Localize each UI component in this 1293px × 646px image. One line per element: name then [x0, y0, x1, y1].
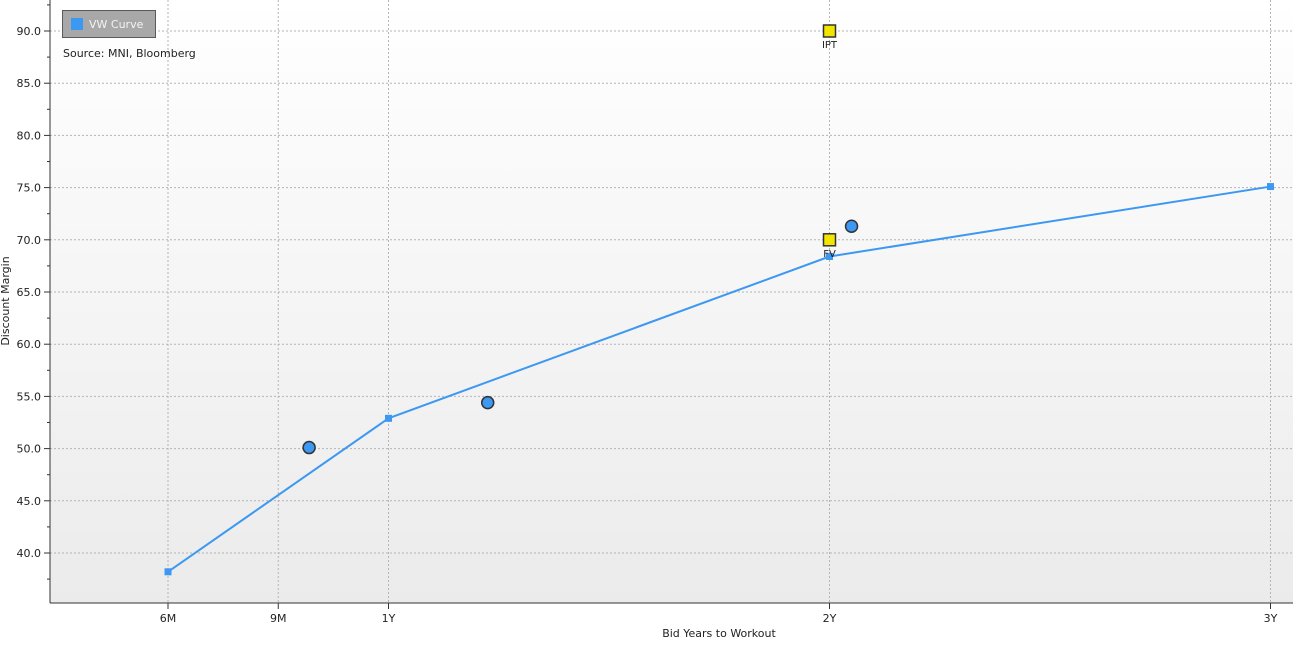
x-tick-label: 6M — [160, 612, 177, 625]
y-tick-label: 85.0 — [17, 77, 42, 90]
curve-point[interactable] — [165, 568, 172, 575]
y-tick-label: 90.0 — [17, 25, 42, 38]
legend[interactable]: VW Curve — [62, 10, 156, 38]
y-tick-label: 40.0 — [17, 547, 42, 560]
x-tick-label: 1Y — [382, 612, 396, 625]
x-tick-label: 2Y — [823, 612, 837, 625]
y-tick-label: 60.0 — [17, 338, 42, 351]
y-tick-label: 45.0 — [17, 495, 42, 508]
bond-point[interactable] — [846, 220, 858, 232]
guidance-point[interactable] — [824, 25, 836, 37]
bond-point[interactable] — [482, 397, 494, 409]
guidance-point[interactable] — [824, 234, 836, 246]
plot-background — [50, 0, 1293, 603]
y-tick-label: 65.0 — [17, 286, 42, 299]
x-tick-label: 9M — [270, 612, 287, 625]
source-note: Source: MNI, Bloomberg — [63, 47, 196, 60]
y-tick-label: 50.0 — [17, 443, 42, 456]
guidance-label: FV — [823, 249, 836, 260]
x-tick-label: 3Y — [1264, 612, 1278, 625]
x-axis-title: Bid Years to Workout — [662, 627, 776, 640]
y-axis-title: Discount Margin — [0, 256, 12, 345]
y-tick-label: 80.0 — [17, 129, 42, 142]
y-tick-label: 70.0 — [17, 234, 42, 247]
curve-point[interactable] — [1267, 183, 1274, 190]
legend-swatch-vw-curve — [71, 18, 83, 30]
curve-point[interactable] — [385, 415, 392, 422]
y-tick-label: 55.0 — [17, 390, 42, 403]
guidance-label: IPT — [822, 40, 838, 51]
y-tick-label: 75.0 — [17, 182, 42, 195]
legend-label-vw-curve: VW Curve — [89, 18, 143, 31]
bond-point[interactable] — [303, 442, 315, 454]
